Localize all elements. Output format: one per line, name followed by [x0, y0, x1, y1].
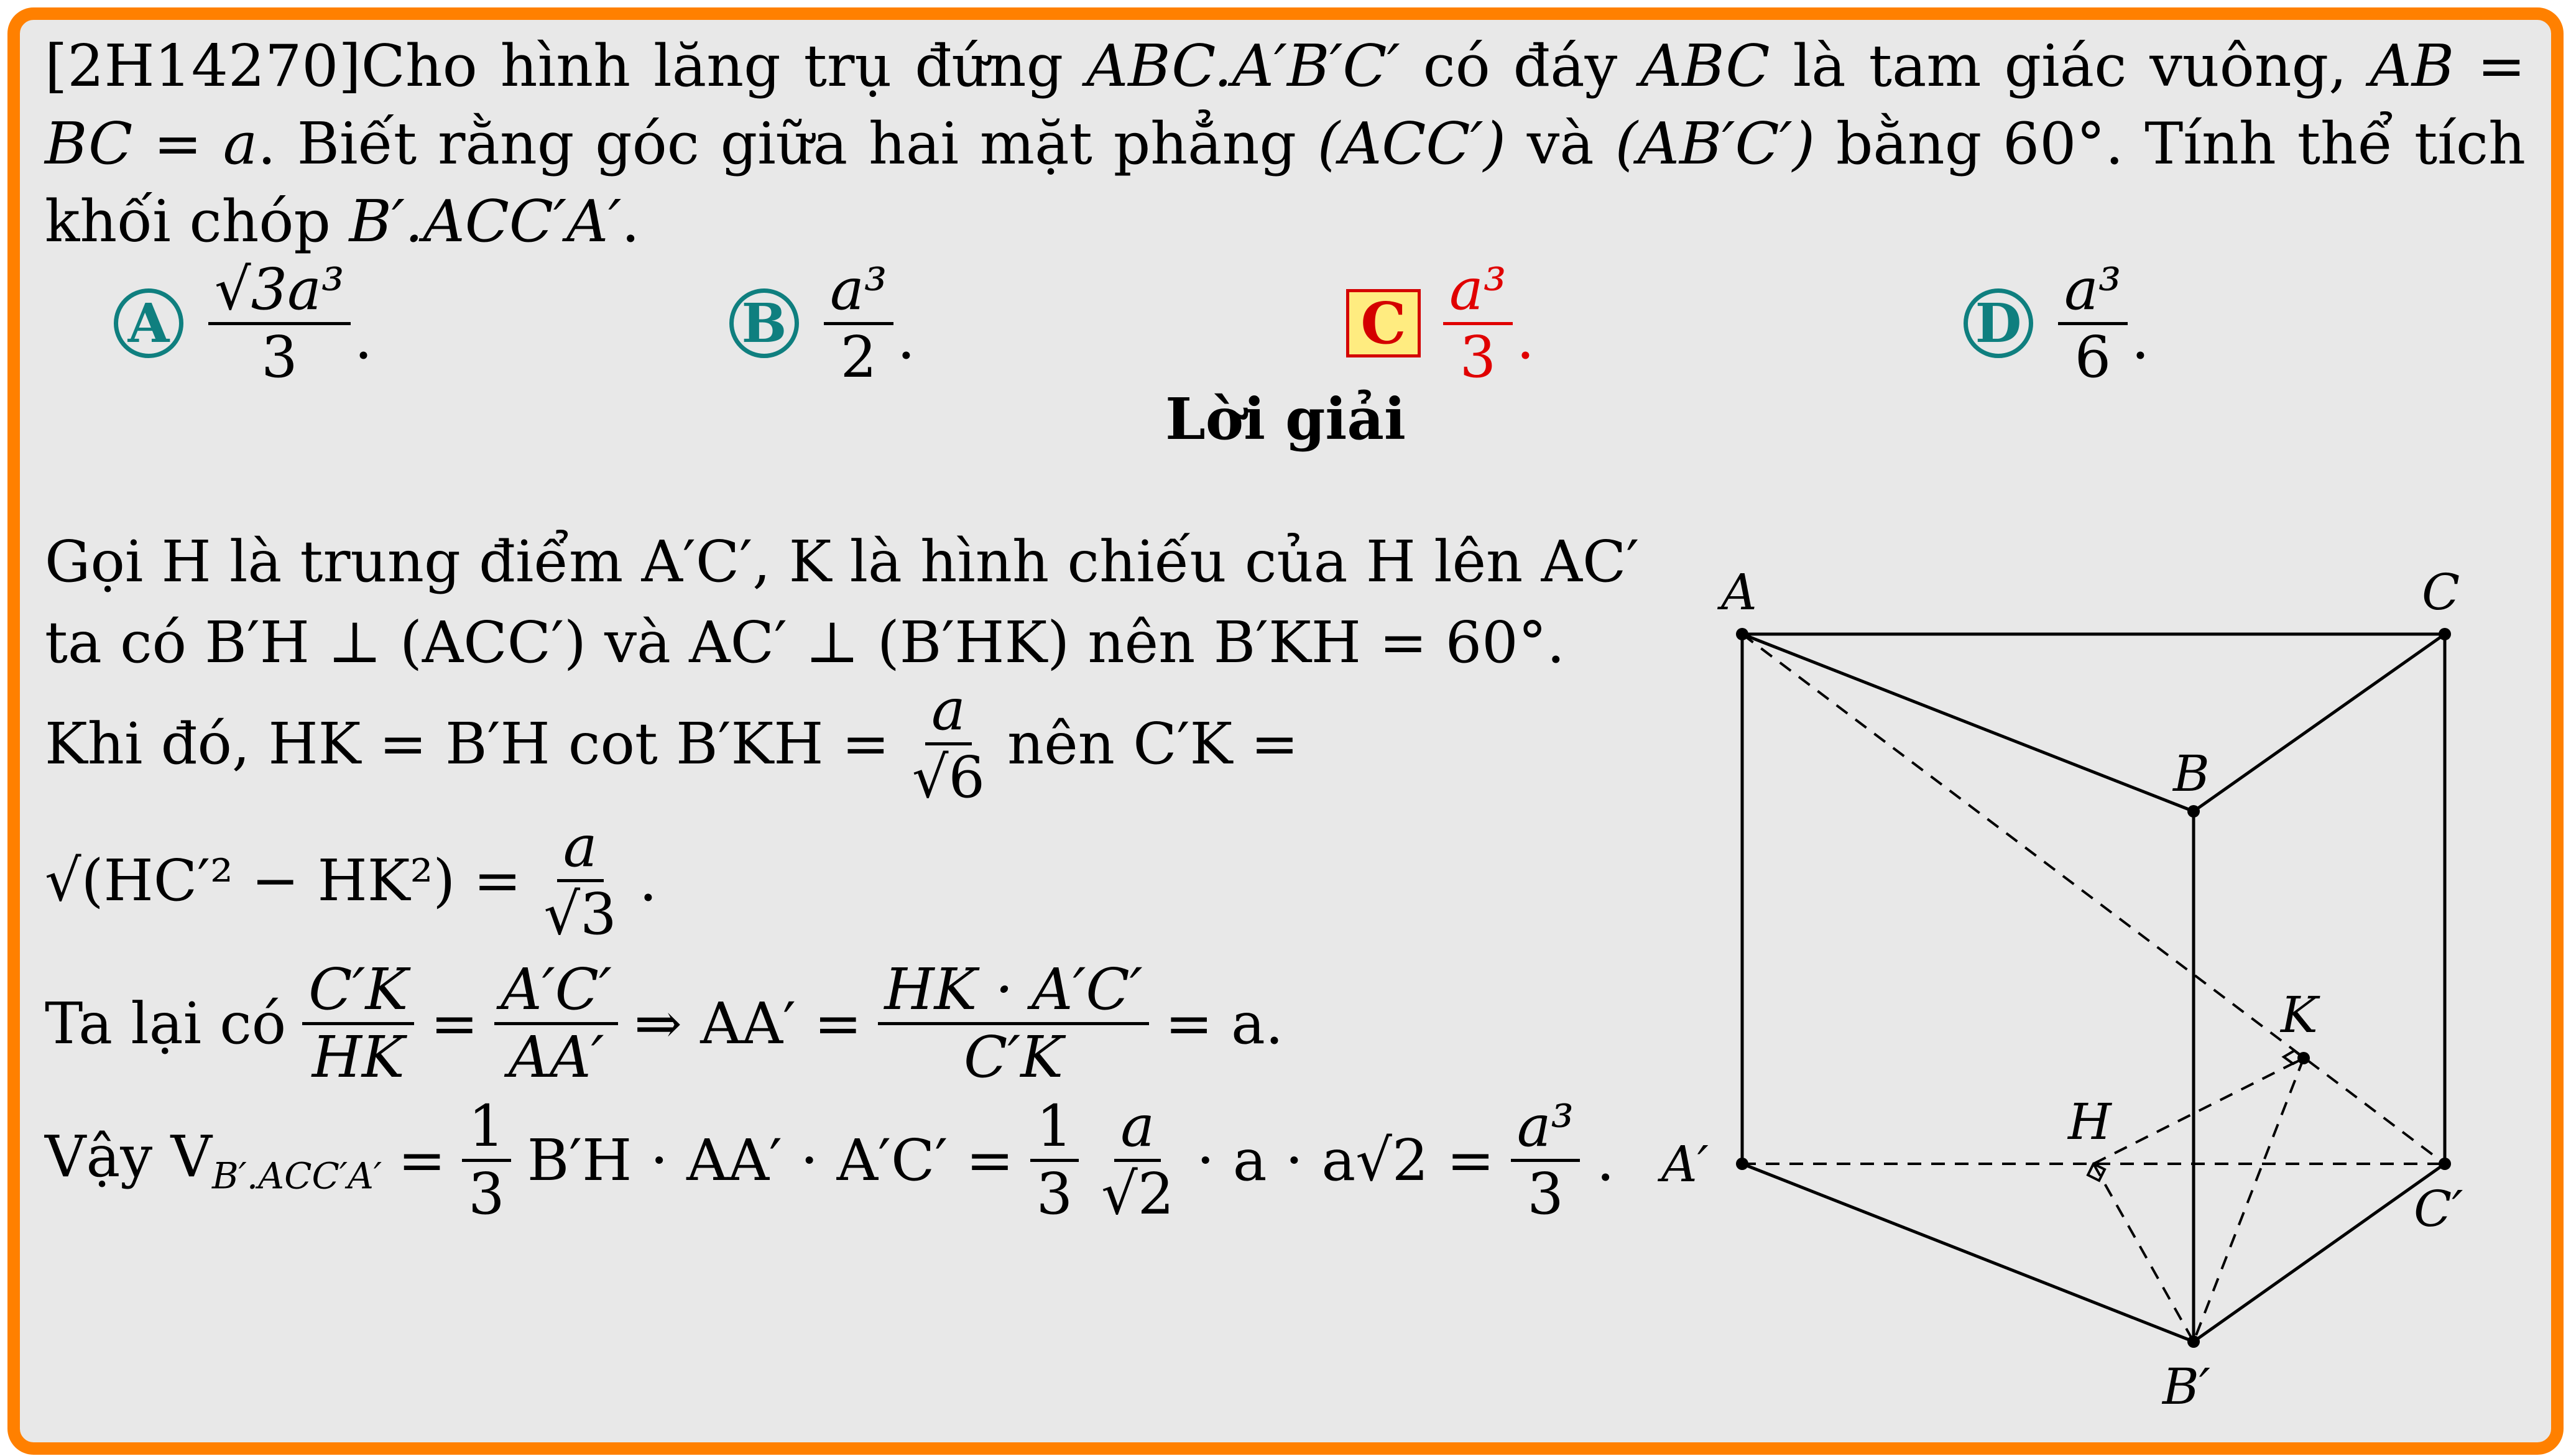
option-d-letter: D	[1964, 288, 2033, 358]
prism-figure: A C B A′ C′ B′ H K	[1657, 563, 2463, 1416]
label-b1: B′	[2161, 1358, 2210, 1416]
solution-line-2: ta có B′H ⊥ (ACC′) và AC′ ⊥ (B′HK) nên B…	[45, 609, 1565, 676]
solution-line-5: Ta lại có C′K HK = A′C′ AA′ ⇒ AA′ = HK · A…	[45, 956, 1284, 1090]
option-b-letter: B	[729, 288, 799, 358]
label-a1: A′	[1657, 1135, 1709, 1193]
problem-id: [2H14270]	[45, 32, 361, 99]
edge-a1b1	[1742, 1162, 2194, 1343]
option-d-value: a³ 6	[2058, 257, 2128, 390]
solution-line-3: Khi đó, HK = B′H cot B′KH = a √6 nên C′K …	[45, 676, 1299, 811]
segment-hk	[2093, 1057, 2304, 1165]
label-h: H	[2067, 1093, 2113, 1151]
option-a-letter: A	[114, 288, 183, 358]
edge-b1c1	[2192, 1162, 2446, 1343]
point-a	[1736, 628, 1748, 640]
label-c: C	[2422, 563, 2460, 621]
option-c-letter: C	[1346, 289, 1421, 357]
option-a-value: √3a³ 3	[208, 257, 351, 390]
diagonal-ac1	[1741, 633, 2446, 1165]
point-k	[2297, 1052, 2310, 1064]
option-b[interactable]: B a³ 2.	[729, 249, 915, 398]
edge-bc	[2192, 632, 2446, 813]
label-a: A	[1717, 563, 1757, 621]
label-k: K	[2279, 986, 2320, 1044]
option-c-value: a³ 3	[1443, 257, 1513, 390]
label-c1: C′	[2414, 1180, 2463, 1238]
segment-kb1	[2192, 1057, 2305, 1342]
point-c1	[2439, 1158, 2451, 1170]
segment-hb1	[2092, 1163, 2195, 1342]
point-c	[2439, 628, 2451, 640]
option-a[interactable]: A √3a³ 3.	[114, 249, 372, 398]
solution-line-4: √(HC′² − HK²) = a √3 .	[45, 813, 657, 947]
option-d[interactable]: D a³ 6.	[1964, 249, 2149, 398]
solution-line-1: Gọi H là trung điểm A′C′, K là hình chiế…	[45, 528, 1640, 595]
option-c-correct[interactable]: C a³ 3.	[1346, 249, 1535, 398]
right-angle-mark-k	[2281, 1049, 2306, 1066]
right-angle-mark-h	[2086, 1162, 2107, 1182]
edge-ab	[1742, 632, 2194, 813]
point-b1	[2187, 1335, 2200, 1348]
label-b: B	[2172, 745, 2210, 803]
problem-statement: [2H14270]Cho hình lăng trụ đứng ABC.A′B′…	[45, 32, 2526, 255]
point-a1	[1736, 1158, 1748, 1170]
option-b-value: a³ 2	[824, 257, 893, 390]
answer-options: A √3a³ 3. B a³ 2. C a³ 3. D a³ 6.	[0, 249, 2571, 398]
point-b	[2187, 805, 2200, 818]
solution-heading: Lời giải	[1165, 385, 1406, 453]
page-frame	[7, 7, 2564, 1455]
